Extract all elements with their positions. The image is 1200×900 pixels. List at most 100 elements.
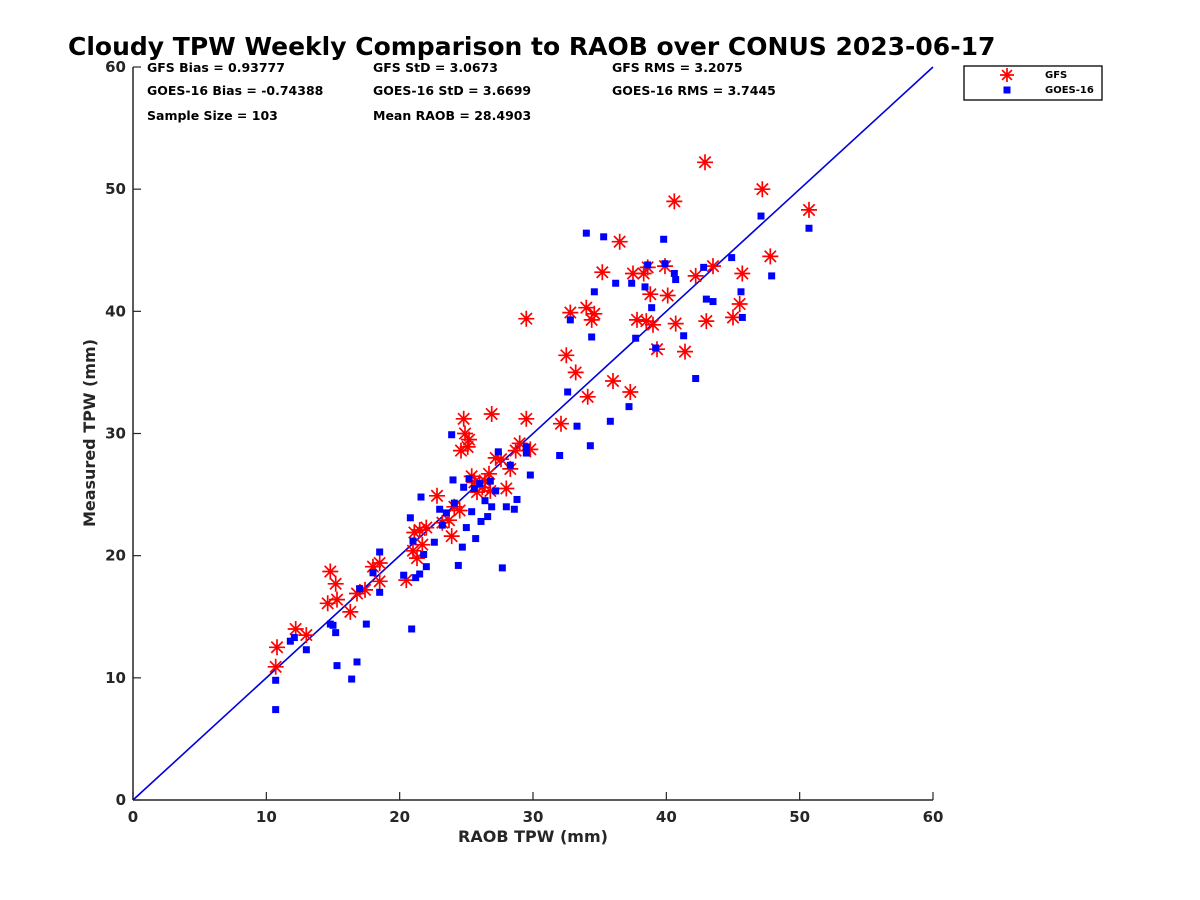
goes-16-point [417, 493, 425, 501]
gfs-point [269, 639, 285, 656]
goes-16-point [272, 706, 280, 714]
gfs-point [762, 248, 779, 265]
goes-16-point [449, 476, 457, 484]
goes-16-point [526, 471, 534, 479]
goes-16-point [522, 443, 530, 451]
goes-16-point [481, 497, 489, 505]
goes-16-point [644, 261, 652, 269]
gfs-point [459, 438, 476, 455]
goes-16-point [486, 477, 494, 485]
gfs-point [418, 519, 435, 536]
goes-16-point [737, 288, 745, 296]
gfs-point [451, 502, 468, 519]
goes-16-point [700, 263, 708, 271]
goes-16-point [494, 448, 502, 456]
gfs-point [502, 460, 519, 477]
goes-16-point [672, 276, 680, 284]
gfs-point [319, 595, 336, 612]
goes-16-point [406, 514, 414, 522]
stat-text: Sample Size = 103 [147, 108, 278, 123]
goes-16-point [462, 524, 470, 532]
gfs-point [298, 627, 315, 644]
goes-16-point [422, 563, 430, 571]
gfs-point [635, 265, 652, 282]
gfs-point [705, 258, 721, 275]
stat-text: GOES-16 Bias = -0.74388 [147, 83, 323, 98]
goes-16-point [470, 484, 478, 492]
gfs-point [518, 410, 535, 427]
gfs-point [677, 343, 693, 360]
goes-16-point [332, 629, 340, 637]
goes-16-point [661, 260, 669, 268]
gfs-point [327, 575, 344, 592]
goes-16-point [768, 272, 776, 280]
gfs-point [405, 542, 421, 559]
gfs-point [734, 265, 751, 282]
goes-16-point [484, 513, 492, 521]
gfs-point [457, 425, 473, 442]
x-tick-label: 30 [523, 808, 544, 826]
gfs-point [578, 299, 595, 316]
goes-16-point [728, 254, 736, 262]
stat-text: GOES-16 RMS = 3.7445 [612, 83, 776, 98]
y-tick-label: 30 [105, 425, 126, 443]
x-tick-label: 20 [389, 808, 410, 826]
x-axis-label: RAOB TPW (mm) [458, 827, 608, 846]
y-tick-label: 60 [105, 58, 126, 76]
goes-16-point [286, 637, 294, 645]
goes-16-point [369, 569, 377, 577]
goes-16-point [612, 279, 620, 287]
gfs-point [667, 315, 684, 332]
goes-16-point [376, 588, 384, 596]
gfs-point [622, 384, 639, 400]
goes-16-point [420, 550, 428, 558]
stat-text: GFS RMS = 3.2075 [612, 60, 743, 75]
goes-16-point [438, 521, 446, 529]
goes-16-point [356, 585, 364, 593]
x-tick-label: 0 [128, 808, 138, 826]
gfs-point [611, 233, 628, 250]
gfs-point [518, 310, 535, 327]
axis-ticks: 0 10 20 30 40 50 60 0 10 20 30 40 50 60 [105, 58, 943, 826]
legend: GFS GOES-16 [963, 65, 1103, 101]
gfs-point [429, 487, 445, 504]
stat-text: GOES-16 StD = 3.6699 [373, 83, 531, 98]
gfs-point [453, 442, 469, 459]
goes-16-point [412, 574, 420, 582]
stat-text: Mean RAOB = 28.4903 [373, 108, 531, 123]
gfs-point [507, 442, 524, 459]
gfs-point [482, 482, 499, 499]
goes-16-point [362, 620, 370, 628]
gfs-point [409, 550, 425, 567]
gfs-point [461, 431, 477, 448]
goes-16-point [660, 235, 668, 243]
gfs-point [414, 536, 431, 553]
legend-square [1003, 86, 1011, 94]
goes-16-point [409, 537, 417, 545]
goes-16-point [757, 212, 765, 220]
goes-16-point [648, 304, 656, 312]
gfs-point [605, 373, 621, 389]
gfs-point [522, 441, 539, 458]
gfs-point [365, 558, 381, 575]
goes-16-point [556, 451, 564, 459]
goes-16-point [488, 503, 496, 511]
goes-16-point [465, 475, 473, 483]
gfs-point [697, 154, 713, 171]
gfs-point [287, 621, 304, 637]
legend-label-gfs: GFS [1045, 70, 1067, 81]
goes-16-point [302, 646, 310, 654]
goes-16-point [582, 229, 590, 237]
gfs-point [446, 498, 463, 515]
goes-16-point [506, 461, 514, 469]
goes-16-point [588, 333, 596, 341]
goes-16-point [709, 298, 717, 306]
goes-16-point [353, 658, 361, 666]
gfs-point [349, 585, 365, 602]
goes-16-point [477, 517, 485, 525]
goes-16-point [458, 543, 466, 551]
gfs-point [329, 591, 345, 608]
stat-text: GFS StD = 3.0673 [373, 60, 498, 75]
goes-16-point [510, 505, 518, 513]
gfs-point [493, 451, 509, 468]
